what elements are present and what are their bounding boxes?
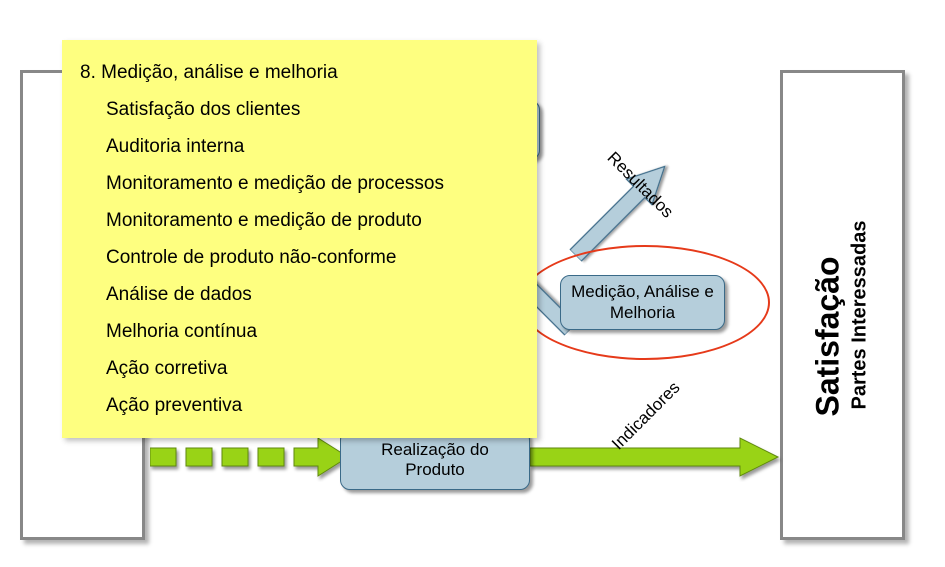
right-panel: Satisfação Partes Interessadas xyxy=(780,70,905,540)
node-label: Realização do Produto xyxy=(351,440,519,481)
note-item: Monitoramento e medição de processos xyxy=(80,165,519,202)
note-item: Ação corretiva xyxy=(80,350,519,387)
note-item: Monitoramento e medição de produto xyxy=(80,202,519,239)
node-medicao: Medição, Análise e Melhoria xyxy=(560,275,725,330)
note-item: Melhoria contínua xyxy=(80,313,519,350)
note-item: Análise de dados xyxy=(80,276,519,313)
note-header: 8. Medição, análise e melhoria xyxy=(80,54,519,91)
right-title: Satisfação xyxy=(810,217,847,417)
note-item: Auditoria interna xyxy=(80,128,519,165)
out-arrow xyxy=(530,432,785,482)
callout-note: 8. Medição, análise e melhoria Satisfaçã… xyxy=(62,40,537,438)
note-item: Ação preventiva xyxy=(80,387,519,424)
right-subtitle: Partes Interessadas xyxy=(849,210,872,410)
node-realizacao: Realização do Produto xyxy=(340,430,530,490)
note-item: Satisfação dos clientes xyxy=(80,91,519,128)
in-arrow xyxy=(150,432,350,482)
node-label: Medição, Análise e Melhoria xyxy=(571,282,714,323)
note-item: Controle de produto não-conforme xyxy=(80,239,519,276)
